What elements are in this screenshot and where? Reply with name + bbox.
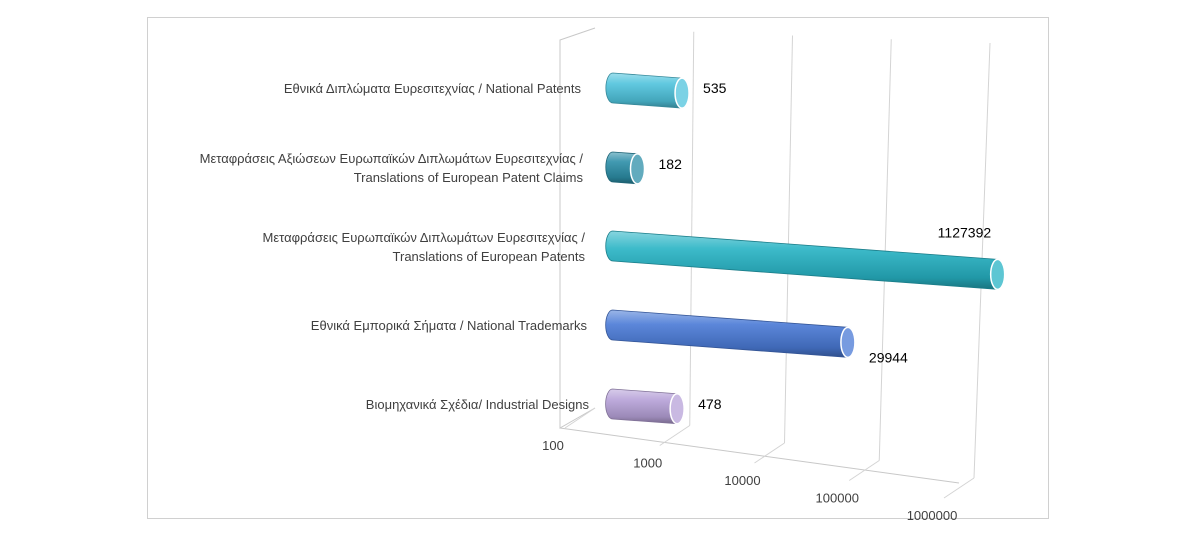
floor-gridline xyxy=(848,460,880,481)
chart-labels: 100 1000 10000 100000 1000000 535 Εθνικά Διπλώ… xyxy=(200,80,992,520)
category-label: Μεταφράσεις Ευρωπαϊκών Διπλωμάτων Ευρεσι… xyxy=(263,230,586,245)
chart-frame: 100 1000 10000 100000 1000000 535 Εθνικά Διπλώ… xyxy=(147,17,1049,520)
x-tick-label: 1000 xyxy=(633,456,662,471)
x-tick-label: 1000000 xyxy=(907,508,958,520)
bar-cap xyxy=(629,153,646,185)
bar xyxy=(605,230,1006,291)
category-label: Εθνικά Διπλώματα Ευρεσιτεχνίας / Nationa… xyxy=(284,81,582,96)
bar xyxy=(605,72,690,109)
floor-gridline xyxy=(754,442,785,464)
x-tick-label: 100000 xyxy=(816,491,859,506)
category-label: Βιομηχανικά Σχέδια/ Industrial Designs xyxy=(366,397,590,412)
data-label: 29944 xyxy=(869,349,908,365)
gridline xyxy=(689,31,695,426)
bar-cap xyxy=(674,77,690,109)
bar-cap xyxy=(989,258,1006,291)
floor-gridline xyxy=(943,477,975,499)
data-label: 182 xyxy=(659,156,683,172)
category-label: Translations of European Patents xyxy=(393,249,586,264)
bar-cap xyxy=(840,326,856,359)
chart-bars xyxy=(605,72,1006,425)
category-label: Μεταφράσεις Αξιώσεων Ευρωπαϊκών Διπλωμάτ… xyxy=(200,151,584,166)
gridline xyxy=(878,39,892,461)
floor-gridline xyxy=(564,407,596,429)
chart-walls xyxy=(559,27,991,499)
category-label: Translations of European Patent Claims xyxy=(354,170,584,185)
floor-edge xyxy=(559,427,960,484)
bar-cap xyxy=(669,393,685,425)
bar xyxy=(605,151,646,185)
data-label: 535 xyxy=(703,80,727,96)
data-label: 1127392 xyxy=(938,224,992,240)
gridline xyxy=(784,35,793,444)
x-tick-label: 100 xyxy=(542,438,564,453)
side-wall xyxy=(559,27,596,429)
bar-chart: 100 1000 10000 100000 1000000 535 Εθνικά Διπλώ… xyxy=(200,27,1006,520)
floor-gridline xyxy=(659,425,691,446)
bar xyxy=(605,309,856,359)
bar xyxy=(605,388,685,425)
x-tick-label: 10000 xyxy=(724,473,760,488)
bar-body xyxy=(605,309,856,358)
category-label: Εθνικά Εμπορικά Σήματα / National Tradem… xyxy=(311,318,588,333)
data-label: 478 xyxy=(698,396,722,412)
